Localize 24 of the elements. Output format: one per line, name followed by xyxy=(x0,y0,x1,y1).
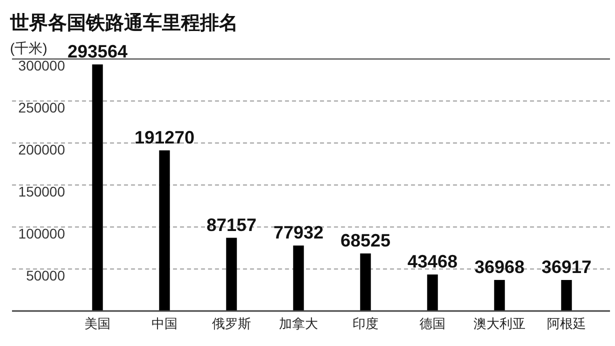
y-tick-label: 300000 xyxy=(18,58,66,74)
x-tick-label: 阿根廷 xyxy=(547,316,586,331)
x-tick-label: 德国 xyxy=(420,316,446,331)
x-tick-label: 中国 xyxy=(152,316,178,331)
x-tick-label: 印度 xyxy=(352,316,378,331)
x-tick-label: 俄罗斯 xyxy=(212,316,251,331)
data-label: 293564 xyxy=(67,41,128,62)
y-tick-label: 200000 xyxy=(18,142,66,158)
chart-title: 世界各国铁路通车里程排名 xyxy=(9,12,238,34)
data-label: 87157 xyxy=(206,214,257,235)
data-label: 43468 xyxy=(407,251,458,272)
x-tick-label: 澳大利亚 xyxy=(474,316,526,331)
data-label: 36968 xyxy=(474,256,525,277)
y-axis-title: (千米) xyxy=(10,40,48,56)
data-label: 36917 xyxy=(541,256,592,277)
y-tick-label: 50000 xyxy=(26,268,66,284)
x-tick-label: 美国 xyxy=(84,316,110,331)
data-label: 191270 xyxy=(134,127,195,148)
data-label: 68525 xyxy=(340,230,391,250)
y-tick-label: 250000 xyxy=(18,100,66,116)
data-label: 77932 xyxy=(273,222,324,243)
x-tick-label: 加拿大 xyxy=(279,316,318,331)
y-tick-label: 100000 xyxy=(18,226,66,242)
y-tick-label: 150000 xyxy=(18,184,66,200)
